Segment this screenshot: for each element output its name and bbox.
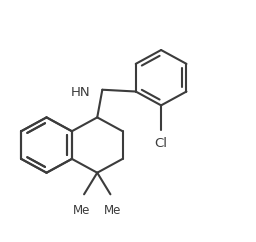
Text: Me: Me — [73, 204, 90, 217]
Text: Me: Me — [104, 204, 122, 217]
Text: Cl: Cl — [155, 137, 168, 151]
Text: HN: HN — [71, 86, 91, 99]
